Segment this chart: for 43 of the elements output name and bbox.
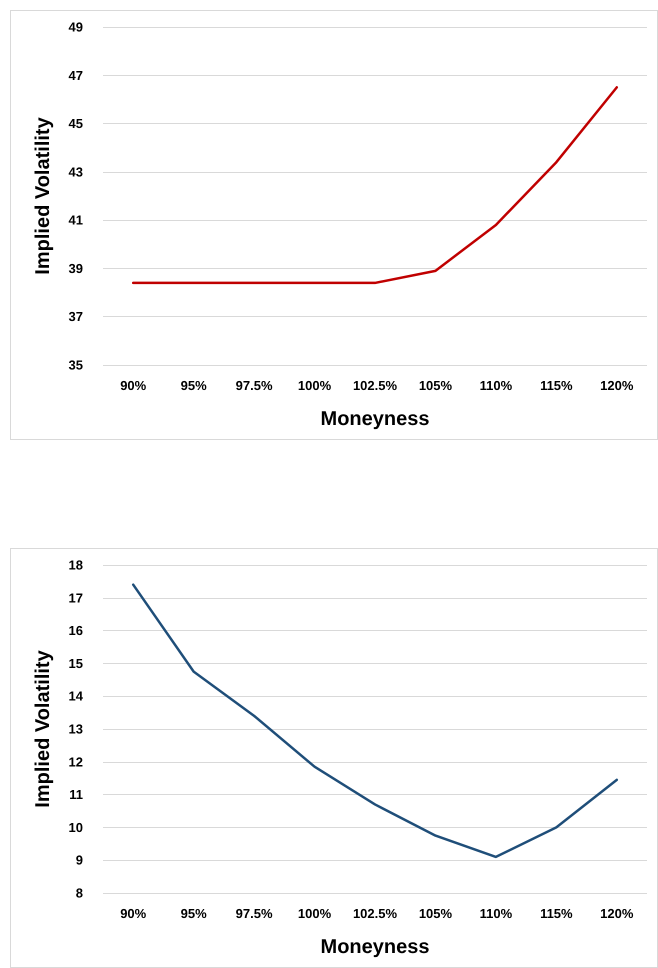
line-series <box>132 583 618 858</box>
x-axis-title: Moneyness <box>320 936 430 958</box>
y-tick-label: 9 <box>76 852 83 868</box>
y-tick-label: 14 <box>68 688 84 704</box>
y-tick-label: 47 <box>68 68 83 83</box>
x-tick-label: 120% <box>600 906 634 921</box>
x-tick-label: 105% <box>418 378 453 393</box>
x-tick-label: 100% <box>298 378 332 393</box>
x-tick-label: 97.5% <box>236 378 273 393</box>
y-tick-label: 11 <box>69 787 83 802</box>
y-tick-label: 39 <box>68 260 83 276</box>
x-tick-label: 97.5% <box>236 906 273 921</box>
x-tick-label: 110% <box>480 906 513 921</box>
x-tick-label: 102.5% <box>352 378 398 393</box>
y-tick-label: 16 <box>68 623 83 638</box>
x-tick-label: 105% <box>418 906 453 921</box>
y-tick-label: 8 <box>76 886 83 900</box>
y-tick-label: 13 <box>68 722 83 736</box>
y-tick-label: 12 <box>68 754 83 770</box>
y-tick-label: 15 <box>68 656 83 671</box>
y-tick-label: 41 <box>68 212 83 228</box>
y-tick-label: 10 <box>68 820 83 835</box>
x-tick-label: 115% <box>540 378 574 393</box>
y-tick-label: 45 <box>68 116 83 132</box>
x-tick-label: 110% <box>480 378 513 393</box>
x-axis-title: Moneyness <box>320 408 430 430</box>
x-tick-label: 90% <box>120 906 147 921</box>
y-tick-label: 35 <box>68 358 83 372</box>
x-tick-label: 95% <box>180 378 208 393</box>
x-tick-label: 90% <box>120 378 147 393</box>
y-tick-label: 43 <box>68 164 83 180</box>
y-tick-label: 18 <box>68 558 83 572</box>
x-tick-label: 95% <box>180 906 208 921</box>
y-tick-label: 37 <box>68 309 83 324</box>
x-tick-label: 100% <box>298 906 332 921</box>
x-tick-label: 102.5% <box>352 906 398 921</box>
y-axis-title: Implied Volatility <box>32 116 54 275</box>
y-tick-label: 17 <box>68 590 83 606</box>
x-tick-label: 115% <box>540 906 574 921</box>
y-axis-title: Implied Volatility <box>32 649 54 808</box>
line-series <box>132 86 618 284</box>
x-tick-label: 120% <box>600 378 634 393</box>
y-tick-label: 49 <box>68 20 83 34</box>
